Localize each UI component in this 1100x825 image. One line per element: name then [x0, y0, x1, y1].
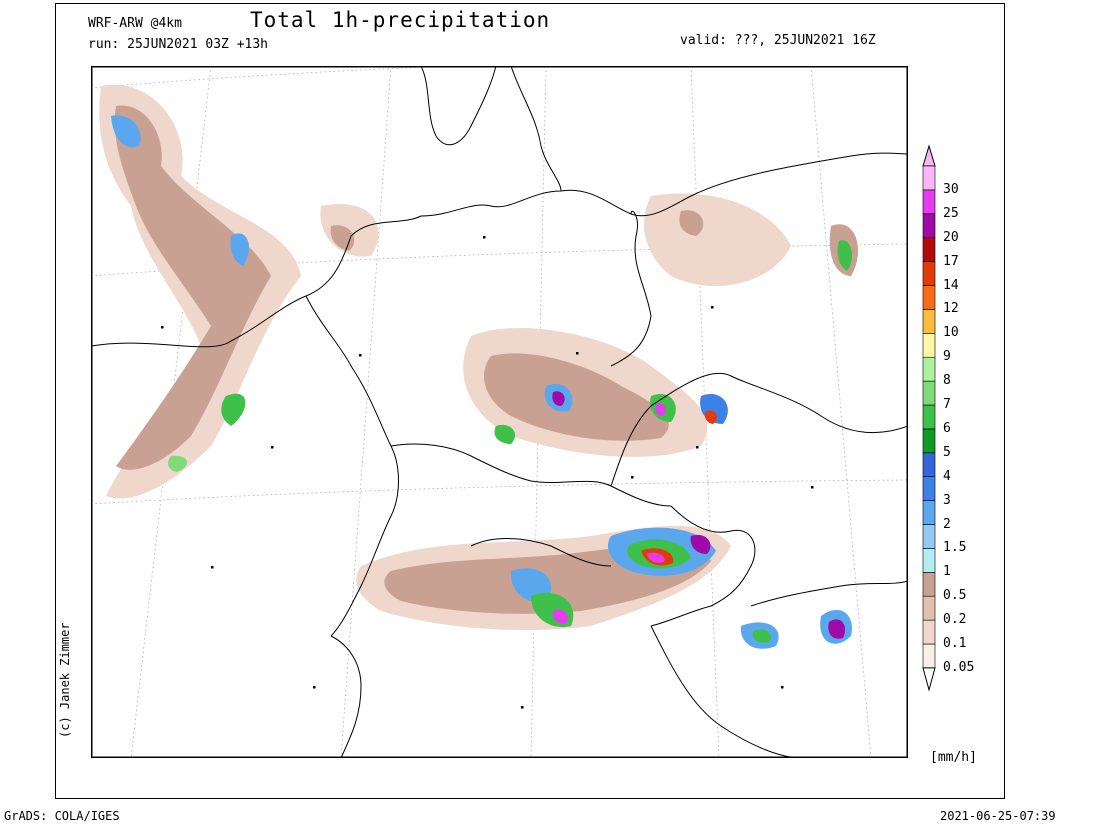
graticule	[91, 66, 908, 758]
plot-frame	[55, 3, 1005, 799]
precipitation-map	[91, 66, 908, 758]
model-label: WRF-ARW @4km	[88, 16, 182, 31]
legend-label: 4	[943, 468, 951, 484]
legend-label: 30	[943, 181, 959, 197]
legend-label: 25	[943, 205, 959, 221]
precipitation-areas	[99, 84, 859, 649]
legend-label: 12	[943, 301, 959, 317]
legend-label: 8	[943, 373, 951, 389]
run-label: run: 25JUN2021 03Z +13h	[88, 37, 269, 52]
legend-label: 0.5	[943, 588, 967, 604]
page-title: Total 1h-precipitation	[250, 8, 551, 32]
legend-label: 14	[943, 277, 959, 293]
legend-label: 10	[943, 325, 959, 341]
grads-credit: GrADS: COLA/IGES	[4, 809, 120, 823]
generation-timestamp: 2021-06-25-07:39	[940, 809, 1056, 823]
legend-label: 1	[943, 564, 951, 580]
legend-label: 0.2	[943, 612, 967, 628]
legend-label: 17	[943, 253, 959, 269]
map-border	[91, 66, 908, 758]
legend-label: 0.1	[943, 636, 967, 651]
legend-label: 6	[943, 420, 951, 436]
legend-label: 2	[943, 516, 951, 532]
legend-label: 0.05	[943, 659, 975, 675]
legend-label: 5	[943, 444, 951, 460]
legend-label: 9	[943, 349, 951, 365]
legend-label: 20	[943, 229, 959, 245]
legend-label: 7	[943, 397, 951, 412]
legend-label: 3	[943, 492, 951, 508]
city-markers	[161, 236, 814, 709]
country-borders	[91, 66, 908, 758]
legend-label: 1.5	[943, 540, 967, 556]
legend-units: [mm/h]	[930, 750, 977, 765]
valid-time-label: valid: ???, 25JUN2021 16Z	[680, 33, 876, 48]
copyright-credit: (c) Janek Zimmer	[58, 622, 72, 738]
